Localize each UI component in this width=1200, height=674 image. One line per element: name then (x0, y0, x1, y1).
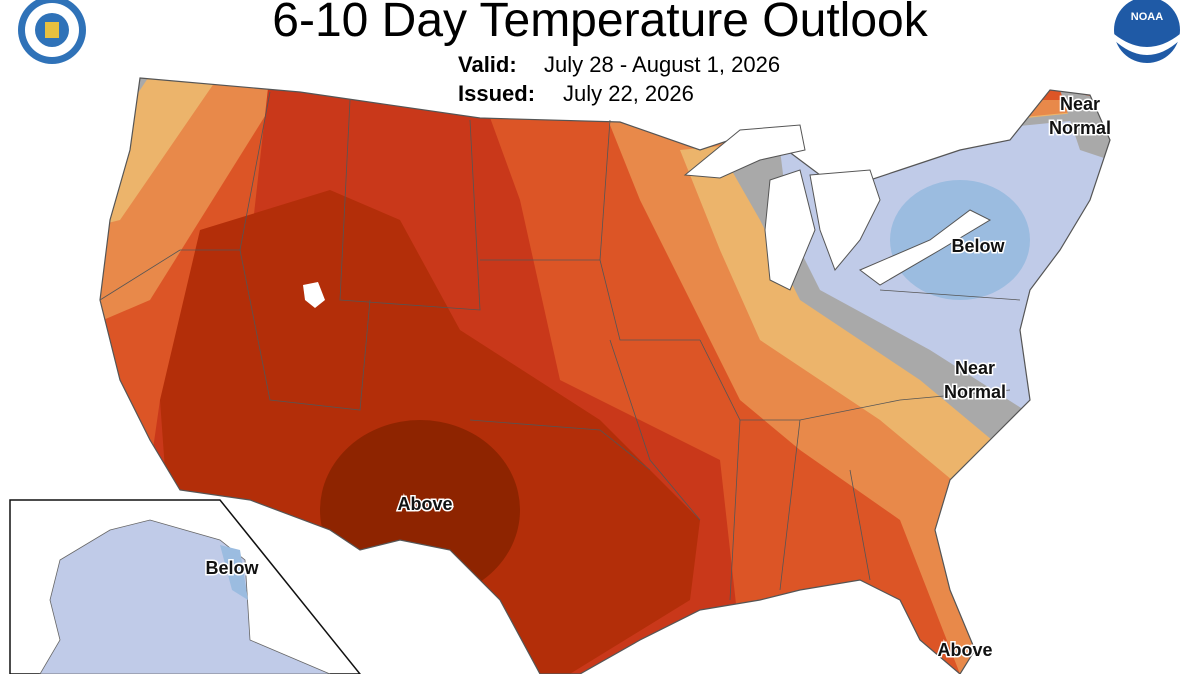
alaska-inset (9, 499, 361, 674)
region-label: Near (955, 358, 995, 378)
logo-text: NOAA (1131, 11, 1163, 23)
region-label: Above (397, 494, 452, 514)
us-outline (99, 77, 1111, 674)
region-label: Normal (944, 382, 1006, 402)
issued-date: July 22, 2026 (563, 81, 694, 106)
issued-label: Issued: (458, 81, 535, 106)
valid-dates: July 28 - August 1, 2026 (544, 52, 780, 77)
great-lakes (683, 124, 992, 291)
salt-lake (303, 282, 325, 308)
valid-label: Valid: (458, 52, 517, 77)
doc-seal (18, 0, 86, 64)
region-label: Below (205, 558, 259, 578)
title: 6-10 Day Temperature Outlook (272, 0, 928, 47)
region-label: Near (1060, 94, 1100, 114)
noaa-logo: NOAA (1114, 0, 1180, 63)
region-label: Below (951, 236, 1005, 256)
region-label: Normal (1049, 118, 1111, 138)
state-lines (99, 91, 1021, 601)
region-label: Above (937, 640, 992, 660)
